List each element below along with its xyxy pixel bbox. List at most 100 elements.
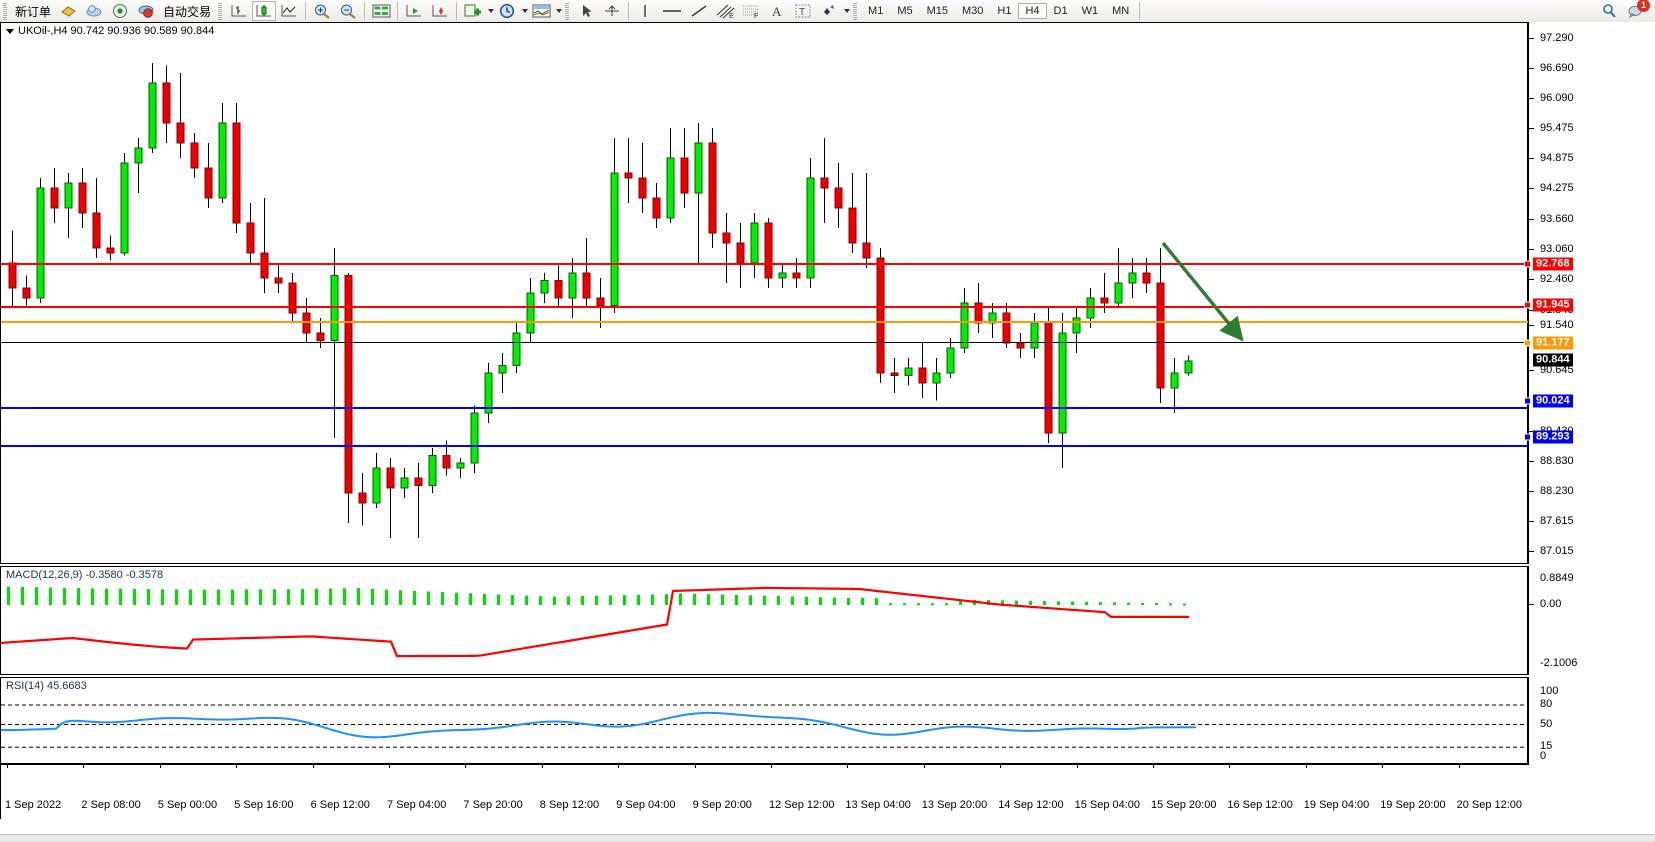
chart-symbol-header[interactable]: UKOil-,H4 90.742 90.936 90.589 90.844 bbox=[6, 25, 214, 37]
market-signals-icon[interactable] bbox=[107, 1, 133, 21]
support-level-1[interactable]: 90.024 bbox=[1533, 394, 1573, 408]
time-tick-label: 5 Sep 16:00 bbox=[234, 799, 294, 811]
timeframe-mn[interactable]: MN bbox=[1112, 5, 1130, 17]
toolbar-grip-2[interactable] bbox=[217, 2, 223, 20]
timeframe-m5[interactable]: M5 bbox=[897, 5, 913, 17]
shapes-icon[interactable] bbox=[816, 1, 842, 21]
zoom-out-icon[interactable] bbox=[335, 1, 361, 21]
level-line-89293[interactable] bbox=[1, 445, 1529, 447]
current-price-label[interactable]: 90.844 bbox=[1533, 353, 1573, 367]
time-tick bbox=[1305, 764, 1307, 768]
auto-scroll-icon[interactable] bbox=[401, 1, 427, 21]
rsi-label: RSI(14) 45.6683 bbox=[6, 680, 87, 692]
level-line-91945[interactable] bbox=[1, 306, 1529, 308]
svg-text:A: A bbox=[772, 4, 782, 19]
price-axis[interactable]: 97.290 96.690 96.090 95.475 94.875 94.275 93.6… bbox=[1524, 22, 1655, 564]
svg-text:F: F bbox=[754, 13, 758, 19]
time-tick-label: 1 Sep 2022 bbox=[5, 799, 62, 811]
price-tick-label: 94.275 bbox=[1540, 182, 1574, 195]
vertical-line-icon[interactable] bbox=[632, 1, 658, 21]
indicators-dropdown-caret[interactable] bbox=[488, 9, 495, 13]
price-tick-label: 97.290 bbox=[1540, 31, 1574, 44]
horizontal-scrollbar[interactable] bbox=[0, 834, 1655, 842]
autotrading-icon[interactable] bbox=[133, 1, 159, 21]
text-label-icon[interactable]: T bbox=[790, 1, 816, 21]
equidistant-channel-icon[interactable]: E bbox=[712, 1, 738, 21]
time-tick-label: 8 Sep 12:00 bbox=[539, 799, 600, 811]
resistance-level-2[interactable]: 91.945 bbox=[1533, 298, 1573, 312]
timeframe-m15[interactable]: M15 bbox=[926, 5, 948, 17]
macd-axis: 0.8849 0.00 -2.1006 bbox=[1528, 566, 1655, 675]
support-level-1-handle[interactable] bbox=[1524, 397, 1531, 405]
templates-dropdown-caret[interactable] bbox=[556, 9, 563, 13]
autotrading-button[interactable]: 自动交易 bbox=[163, 4, 212, 19]
time-tick bbox=[312, 764, 314, 768]
price-tick-label: 88.230 bbox=[1540, 484, 1574, 497]
timeframe-m1[interactable]: M1 bbox=[868, 5, 884, 17]
signals-cloud-icon[interactable] bbox=[81, 1, 107, 21]
level-line-90844[interactable] bbox=[1, 342, 1529, 343]
time-tick-label: 13 Sep 04:00 bbox=[845, 799, 911, 811]
macd-tick-label: 0.00 bbox=[1540, 598, 1562, 610]
horizontal-line-icon[interactable] bbox=[658, 1, 686, 21]
timeframe-m30[interactable]: M30 bbox=[962, 5, 984, 17]
toolbar-grip-1[interactable] bbox=[2, 2, 7, 20]
time-tick bbox=[236, 764, 238, 768]
indicators-icon[interactable] bbox=[460, 1, 486, 21]
periods-clock-icon[interactable] bbox=[494, 1, 520, 21]
shapes-dropdown-caret[interactable] bbox=[844, 9, 851, 13]
support-level-2-handle[interactable] bbox=[1524, 433, 1531, 441]
time-axis[interactable]: 1 Sep 2022 2 Sep 08:00 5 Sep 00:00 5 Sep 16… bbox=[0, 764, 1529, 819]
line-chart-icon[interactable] bbox=[276, 1, 302, 21]
time-tick-label: 5 Sep 00:00 bbox=[157, 799, 218, 811]
new-order-button[interactable]: 新订单 bbox=[15, 4, 52, 19]
support-level-2[interactable]: 89.293 bbox=[1533, 430, 1573, 444]
periods-dropdown-caret[interactable] bbox=[522, 9, 529, 13]
pivot-level[interactable]: 91.177 bbox=[1533, 336, 1573, 350]
price-tick bbox=[1529, 490, 1534, 492]
timeframe-h1[interactable]: H1 bbox=[997, 5, 1012, 17]
timeframe-d1[interactable]: D1 bbox=[1053, 5, 1068, 17]
zoom-in-icon[interactable] bbox=[309, 1, 335, 21]
pivot-level-handle[interactable] bbox=[1524, 339, 1531, 347]
price-tick bbox=[1529, 551, 1534, 553]
time-tick bbox=[83, 764, 85, 768]
time-tick-label: 2 Sep 08:00 bbox=[81, 799, 141, 811]
crosshair-icon[interactable] bbox=[599, 1, 625, 21]
bar-chart-icon[interactable] bbox=[226, 1, 252, 21]
toolbar-grip-3[interactable] bbox=[564, 2, 570, 20]
chart-shift-icon[interactable] bbox=[427, 1, 453, 21]
price-tick bbox=[1529, 97, 1534, 99]
price-tick bbox=[1529, 188, 1534, 190]
time-tick-label: 16 Sep 12:00 bbox=[1227, 799, 1293, 811]
level-line-90024[interactable] bbox=[1, 407, 1529, 409]
fibonacci-retracement-icon[interactable]: F bbox=[738, 1, 764, 21]
cursor-icon[interactable] bbox=[573, 1, 599, 21]
trendline-icon[interactable] bbox=[686, 1, 712, 21]
toolbar-grip-4[interactable] bbox=[852, 2, 858, 20]
resistance-level-1-handle[interactable] bbox=[1524, 260, 1531, 268]
bearish-arrow[interactable] bbox=[1131, 223, 1261, 353]
rsi-pane[interactable]: RSI(14) 45.6683 bbox=[0, 677, 1528, 764]
timeframe-h4[interactable]: H4 bbox=[1018, 3, 1047, 19]
timeframe-w1[interactable]: W1 bbox=[1081, 5, 1099, 17]
templates-icon[interactable] bbox=[528, 1, 554, 21]
level-line-91177[interactable] bbox=[1, 321, 1529, 323]
chart-area[interactable]: UKOil-,H4 90.742 90.936 90.589 90.844 MA… bbox=[0, 22, 1655, 842]
expert-advisors-icon[interactable] bbox=[55, 1, 81, 21]
resistance-level-1[interactable]: 92.768 bbox=[1533, 257, 1573, 271]
search-icon[interactable] bbox=[1597, 1, 1623, 21]
price-tick-label: 96.690 bbox=[1540, 61, 1574, 74]
time-tick bbox=[1153, 764, 1154, 768]
level-line-92768[interactable] bbox=[1, 263, 1529, 265]
notifications-icon[interactable]: 1 bbox=[1623, 0, 1650, 21]
rsi-tick-label: 0 bbox=[1540, 750, 1547, 762]
chart-menu-caret-icon[interactable] bbox=[6, 28, 14, 34]
price-pane[interactable]: UKOil-,H4 90.742 90.936 90.589 90.844 bbox=[0, 22, 1529, 564]
time-tick-label: 13 Sep 20:00 bbox=[921, 799, 988, 811]
candlestick-chart-icon[interactable] bbox=[252, 1, 277, 21]
data-window-icon[interactable] bbox=[368, 1, 394, 21]
macd-pane[interactable]: MACD(12,26,9) -0.3580 -0.3578 bbox=[0, 566, 1528, 675]
text-icon[interactable]: A bbox=[764, 1, 790, 21]
resistance-level-2-handle[interactable] bbox=[1524, 301, 1531, 309]
